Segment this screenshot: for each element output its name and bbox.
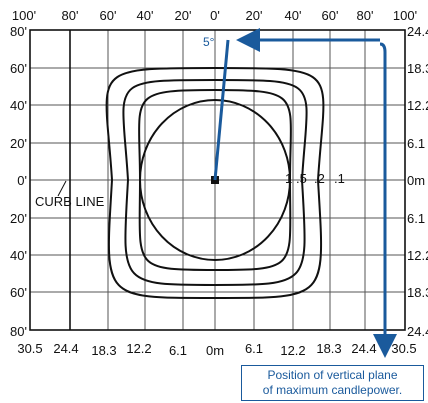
axis-tick-label: 80' (10, 324, 27, 339)
axis-tick-label: 12.2 (126, 341, 151, 356)
axis-tick-label: 24.4 (407, 24, 428, 39)
angle-label: 5° (203, 35, 215, 49)
axis-tick-label: 0m (206, 343, 224, 358)
axis-tick-label: 24.4 (407, 324, 428, 339)
axis-tick-label: 24.4 (53, 341, 78, 356)
bottom-axis-labels: 30.5 24.4 18.3 12.2 6.1 0m 6.1 12.2 18.3… (17, 341, 416, 358)
axis-tick-label: 18.3 (316, 341, 341, 356)
axis-tick-label: 60' (10, 61, 27, 76)
axis-tick-label: 18.3 (407, 61, 428, 76)
contour-inner (139, 99, 291, 261)
axis-tick-label: 20' (246, 8, 263, 23)
candlepower-arrow (373, 42, 397, 358)
axis-tick-label: 80' (10, 24, 27, 39)
grid-border (29, 29, 406, 331)
contour-second (122, 78, 308, 287)
axis-tick-label: 20' (10, 136, 27, 151)
axis-tick-label: 6.1 (407, 211, 425, 226)
axis-tick-label: 0' (210, 8, 220, 23)
axis-tick-label: 60' (322, 8, 339, 23)
axis-tick-label: 0m (407, 173, 425, 188)
top-axis-labels: 100' 80' 60' 40' 20' 0' 20' 40' 60' 80' … (12, 8, 417, 23)
left-axis-labels: 80' 60' 40' 20' 0' 20' 40' 60' 80' (10, 24, 27, 339)
axis-tick-label: 18.3 (407, 285, 428, 300)
axis-tick-label: 6.1 (169, 343, 187, 358)
tilt-line (213, 39, 230, 181)
axis-tick-label: 0' (17, 173, 27, 188)
axis-tick-label: 80' (62, 8, 79, 23)
axis-tick-label: 60' (10, 285, 27, 300)
axis-tick-label: 20' (175, 8, 192, 23)
max-candlepower-indicator: 5° (203, 28, 397, 358)
contour-label: .1 (334, 171, 345, 186)
axis-tick-label: 24.4 (351, 341, 376, 356)
note-line: Position of vertical plane (267, 368, 398, 382)
axis-tick-label: 12.2 (407, 248, 428, 263)
axis-tick-label: 12.2 (280, 343, 305, 358)
axis-tick-label: 12.2 (407, 98, 428, 113)
axis-tick-label: 40' (285, 8, 302, 23)
contour-label: .5 (296, 171, 307, 186)
contour-outer (105, 66, 325, 300)
axis-tick-label: 30.5 (17, 341, 42, 356)
axis-tick-label: 100' (12, 8, 36, 23)
axis-tick-label: 18.3 (91, 343, 116, 358)
axis-tick-label: 40' (10, 98, 27, 113)
right-axis-labels: 24.4 18.3 12.2 6.1 0m 6.1 12.2 18.3 24.4 (407, 24, 428, 339)
contours (105, 66, 325, 300)
contour-label: .2 (314, 171, 325, 186)
axis-tick-label: 20' (10, 211, 27, 226)
axis-tick-label: 40' (10, 248, 27, 263)
axis-tick-label: 30.5 (391, 341, 416, 356)
axis-tick-label: 60' (100, 8, 117, 23)
curb-line-leader (57, 180, 67, 197)
contour-third (138, 88, 292, 272)
axis-tick-label: 6.1 (407, 136, 425, 151)
axis-tick-label: 6.1 (245, 341, 263, 356)
axis-tick-label: 100' (393, 8, 417, 23)
curb-line-label: CURB LINE (35, 194, 105, 209)
axis-tick-label: 80' (357, 8, 374, 23)
axis-tick-label: 40' (137, 8, 154, 23)
note-line: of maximum candlepower. (262, 383, 403, 397)
contour-label: 1 (285, 171, 292, 186)
max-candlepower-note: Position of vertical plane of maximum ca… (241, 365, 424, 401)
